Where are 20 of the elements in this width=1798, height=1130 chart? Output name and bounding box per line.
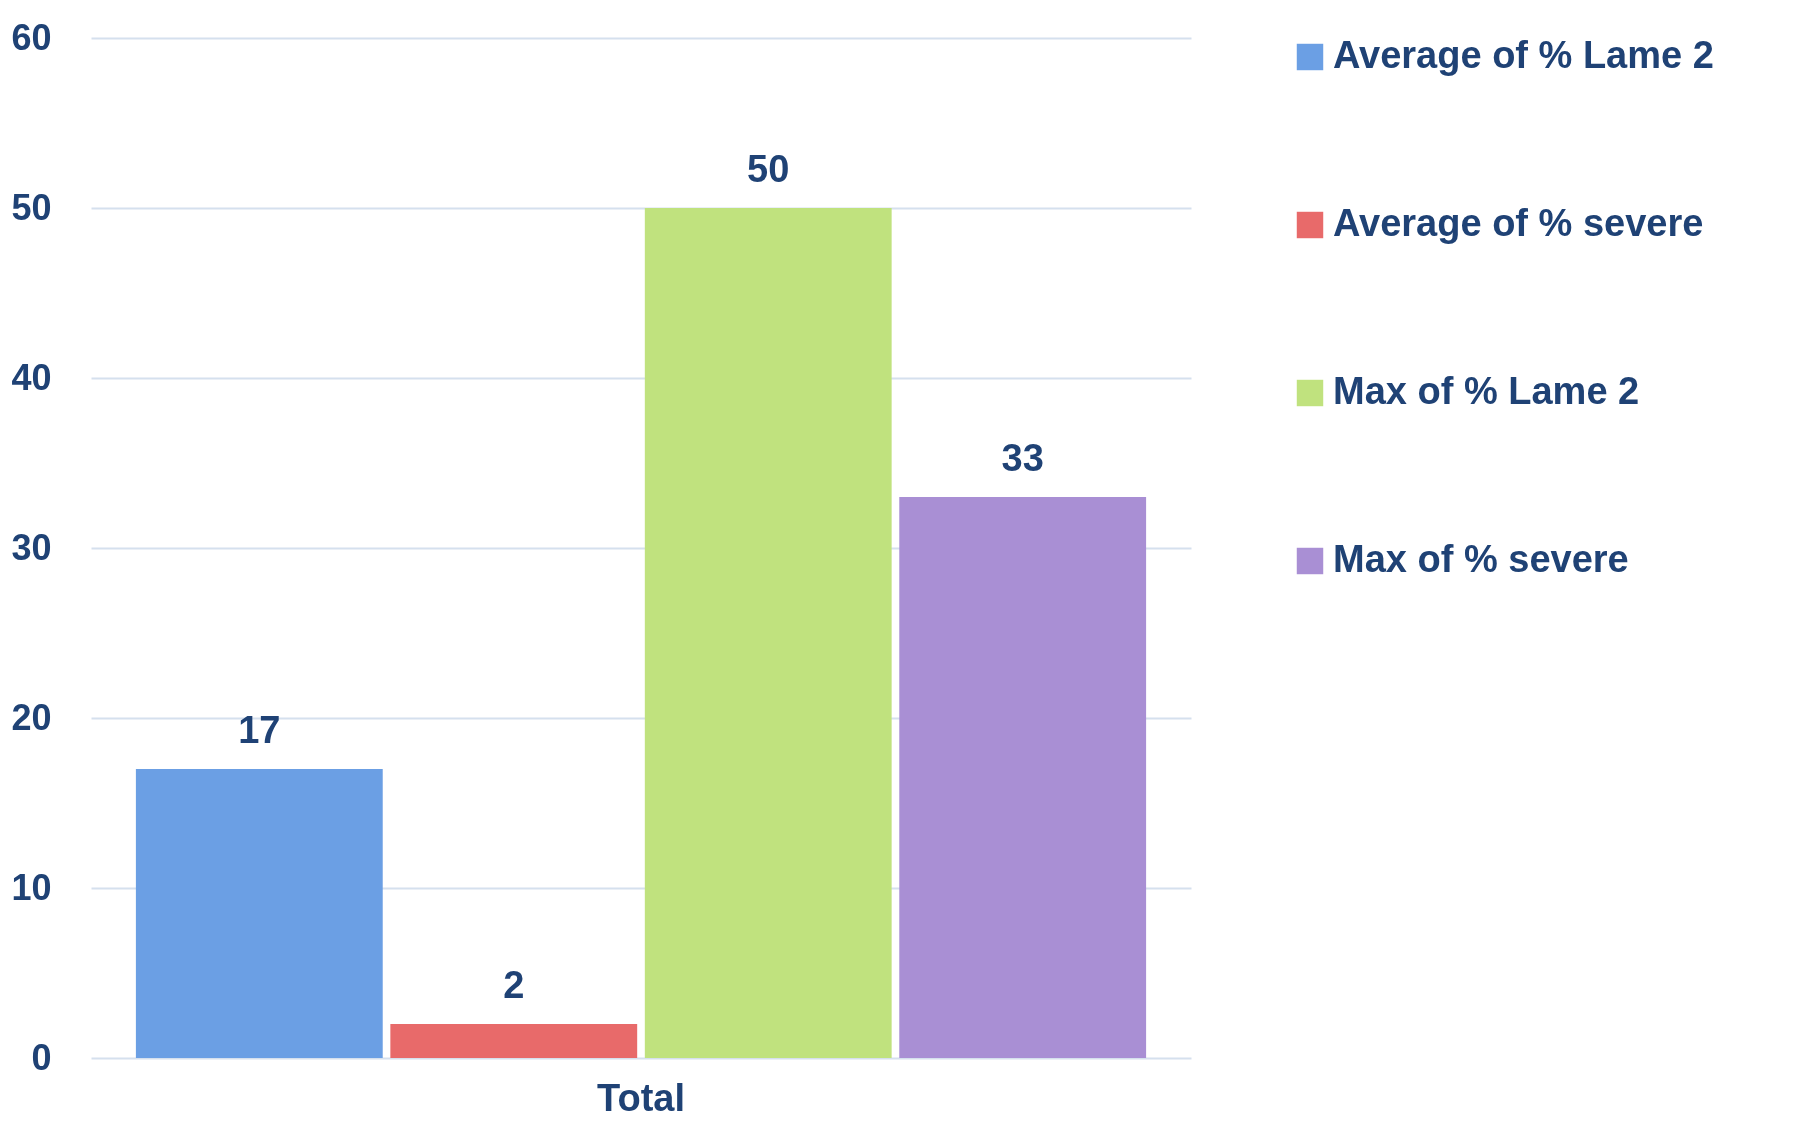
y-tick-label: 10 <box>11 866 52 908</box>
x-tick-label: Total <box>597 1076 685 1119</box>
y-tick-label: 0 <box>31 1036 52 1078</box>
legend-label: Average of % severe <box>1333 202 1704 244</box>
y-tick-label: 40 <box>11 356 52 398</box>
y-tick-label: 30 <box>11 526 52 568</box>
y-tick-label: 60 <box>11 16 52 58</box>
data-label: 17 <box>238 709 281 751</box>
bar <box>390 1024 638 1058</box>
legend-label: Average of % Lame 2 <box>1333 34 1714 76</box>
data-label: 2 <box>503 964 525 1006</box>
y-tick-label: 50 <box>11 186 52 228</box>
legend-label: Max of % Lame 2 <box>1333 370 1640 412</box>
legend-label: Max of % severe <box>1333 538 1629 580</box>
bar <box>644 208 892 1058</box>
bar <box>135 769 383 1058</box>
bar <box>899 497 1147 1058</box>
data-label: 50 <box>747 148 790 190</box>
y-tick-label: 20 <box>11 696 52 738</box>
data-label: 33 <box>1001 437 1044 479</box>
